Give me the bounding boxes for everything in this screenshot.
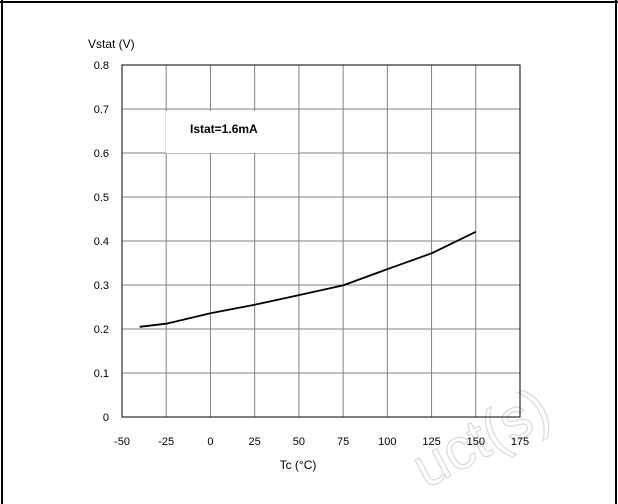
x-tick-label: 150 <box>467 436 485 448</box>
x-axis-title: Tc (°C) <box>280 458 317 472</box>
y-tick-label: 0.7 <box>94 104 109 116</box>
x-tick-label: 175 <box>511 436 529 448</box>
y-tick-label: 0.2 <box>94 324 109 336</box>
x-tick-label: 25 <box>249 436 261 448</box>
x-tick-label: 0 <box>207 436 213 448</box>
x-tick-label: 100 <box>378 436 396 448</box>
tick-labels: -50 -25 0 25 50 75 100 125 150 175 0 0.1 0.2 0.3 0.4 0.… <box>94 60 529 448</box>
series <box>139 230 477 328</box>
y-tick-label: 0.6 <box>94 148 109 160</box>
x-tick-label: -25 <box>158 436 174 448</box>
x-tick-label: 50 <box>293 436 305 448</box>
plot-area <box>121 64 521 418</box>
x-tick-label: -50 <box>114 436 130 448</box>
y-tick-label: 0.5 <box>94 192 109 204</box>
y-axis-title: Vstat (V) <box>88 37 135 51</box>
y-tick-label: 0 <box>103 412 109 424</box>
annotation-label: Istat=1.6mA <box>190 122 258 136</box>
series-line <box>139 230 477 328</box>
y-tick-label: 0.1 <box>94 368 109 380</box>
annotation-box <box>166 111 298 153</box>
y-tick-label: 0.4 <box>94 236 109 248</box>
y-tick-label: 0.8 <box>94 60 109 72</box>
x-tick-label: 75 <box>337 436 349 448</box>
y-tick-label: 0.3 <box>94 280 109 292</box>
x-tick-label: 125 <box>422 436 440 448</box>
